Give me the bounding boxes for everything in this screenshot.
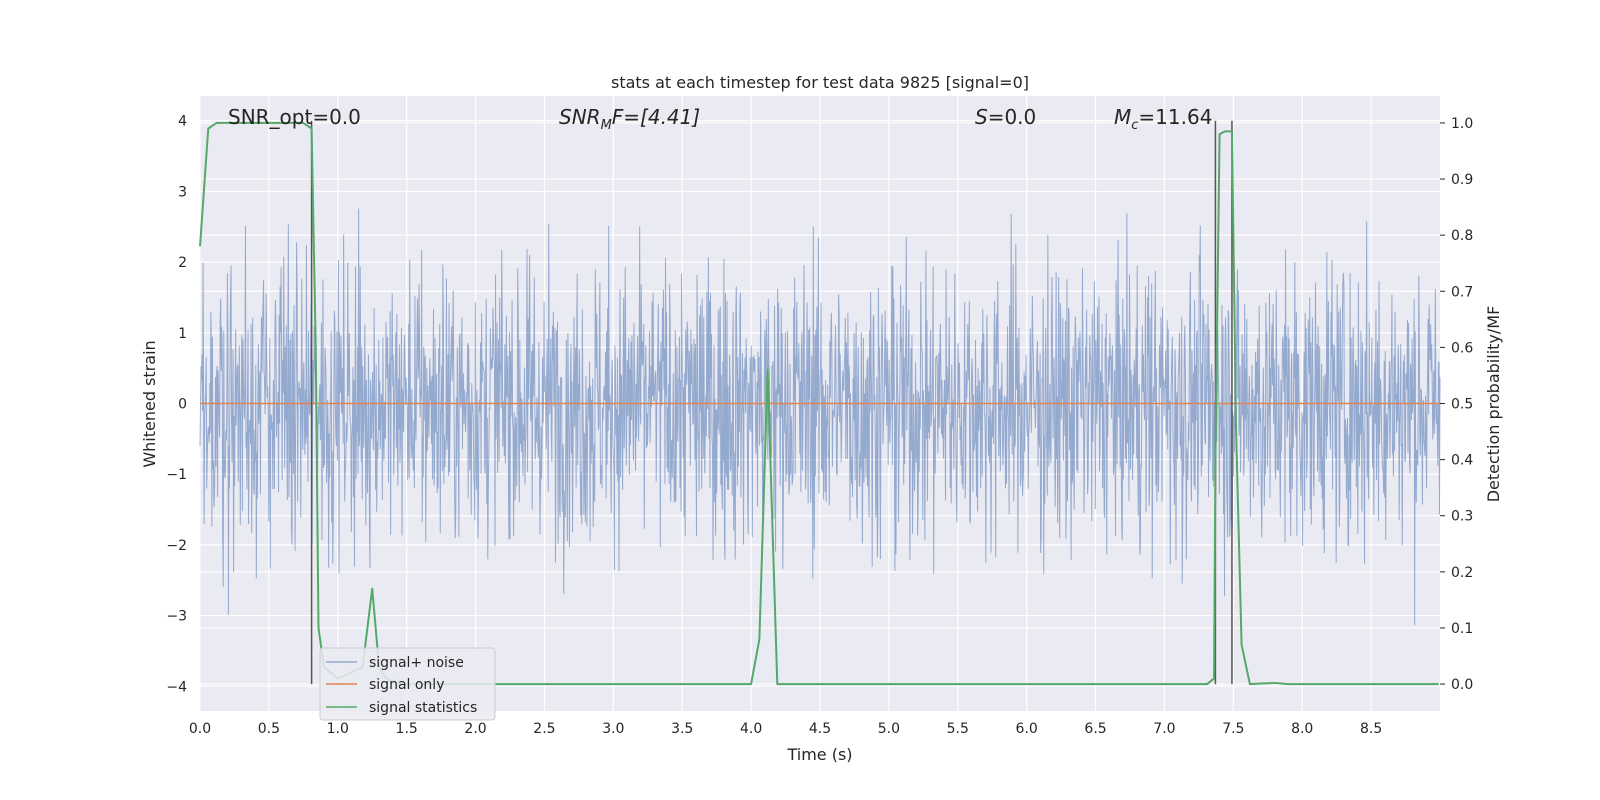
y-tick-label: −4 — [166, 679, 187, 695]
x-tick-label: 5.0 — [878, 721, 900, 737]
y-tick-label: 1 — [178, 326, 187, 342]
signal-statistics-line — [199, 121, 1439, 686]
legend-label-noise: signal+ noise — [369, 655, 464, 671]
y-right-tick-label: 0.7 — [1451, 284, 1473, 300]
snr-opt-annotation: SNR_opt=0.0 — [228, 105, 361, 129]
x-tick-label: 3.5 — [671, 721, 693, 737]
y-tick-label: 3 — [178, 184, 187, 200]
x-tick-label: 5.5 — [947, 721, 969, 737]
y-right-tick-label: 0.5 — [1451, 397, 1473, 413]
x-tick-label: 0.5 — [258, 721, 280, 737]
y-tick-label: −2 — [166, 538, 187, 554]
y-tick-label: 4 — [178, 114, 187, 130]
mc-annotation: Mc=11.64 — [1114, 105, 1212, 133]
legend: signal+ noise signal only signal statist… — [319, 647, 496, 721]
signal-noise-series — [199, 208, 1441, 626]
x-tick-label: 7.5 — [1222, 721, 1244, 737]
mc-italic: M — [1114, 105, 1131, 129]
chart-title: stats at each timestep for test data 982… — [611, 73, 1029, 92]
y-right-tick-label: 0.0 — [1451, 677, 1473, 693]
x-tick-label: 3.0 — [602, 721, 624, 737]
mc-subscript: c — [1131, 118, 1138, 133]
s-italic: S — [975, 105, 988, 129]
y-right-tick-label: 0.6 — [1451, 340, 1473, 356]
legend-label-signal: signal only — [369, 677, 444, 693]
y-right-tick-label: 0.2 — [1451, 565, 1473, 581]
legend-box — [319, 647, 496, 721]
y-tick-label: −3 — [166, 609, 187, 625]
snr-mf-main: SNR — [559, 105, 601, 129]
x-tick-label: 4.5 — [809, 721, 831, 737]
x-tick-label: 2.5 — [533, 721, 555, 737]
y-tick-label: −1 — [166, 467, 187, 483]
y-right-tick-label: 1.0 — [1451, 116, 1473, 132]
x-tick-label: 0.0 — [189, 721, 211, 737]
x-tick-label: 7.0 — [1153, 721, 1175, 737]
x-tick-label: 8.5 — [1360, 721, 1382, 737]
x-tick-label: 8.0 — [1291, 721, 1313, 737]
y-right-tick-label: 0.1 — [1451, 621, 1473, 637]
y-tick-label: 0 — [178, 397, 187, 413]
noise-line — [199, 208, 1441, 626]
x-tick-label: 6.0 — [1016, 721, 1038, 737]
s-annotation: S=0.0 — [975, 105, 1036, 129]
y-axis-right-label: Detection probability/MF — [1484, 306, 1503, 503]
mc-rest: =11.64 — [1138, 105, 1212, 129]
y-tick-label: 2 — [178, 255, 187, 271]
x-axis-label: Time (s) — [786, 745, 852, 764]
x-tick-label: 1.0 — [327, 721, 349, 737]
y-right-tick-label: 0.4 — [1451, 453, 1473, 469]
x-tick-label: 6.5 — [1084, 721, 1106, 737]
y-right-tick-label: 0.3 — [1451, 509, 1473, 525]
signal-statistics-series — [199, 121, 1439, 686]
snr-mf-annotation: SNRMF=[4.41] — [559, 105, 700, 133]
x-tick-label: 2.0 — [464, 721, 486, 737]
x-tick-label: 4.0 — [740, 721, 762, 737]
s-rest: =0.0 — [988, 105, 1037, 129]
snr-mf-rest: F=[4.41] — [612, 105, 700, 129]
snr-mf-subscript: M — [601, 118, 612, 133]
y-right-tick-label: 0.8 — [1451, 228, 1473, 244]
y-axis-label: Whitened strain — [140, 340, 159, 467]
legend-label-statistics: signal statistics — [369, 700, 477, 716]
y-right-tick-label: 0.9 — [1451, 172, 1473, 188]
x-tick-label: 1.5 — [396, 721, 418, 737]
axis-ticks: 0.0 0.5 1.0 1.5 2.0 2.5 3.0 3.5 4.0 4.5 5.0 5.5 6.0 6… — [166, 114, 1473, 737]
